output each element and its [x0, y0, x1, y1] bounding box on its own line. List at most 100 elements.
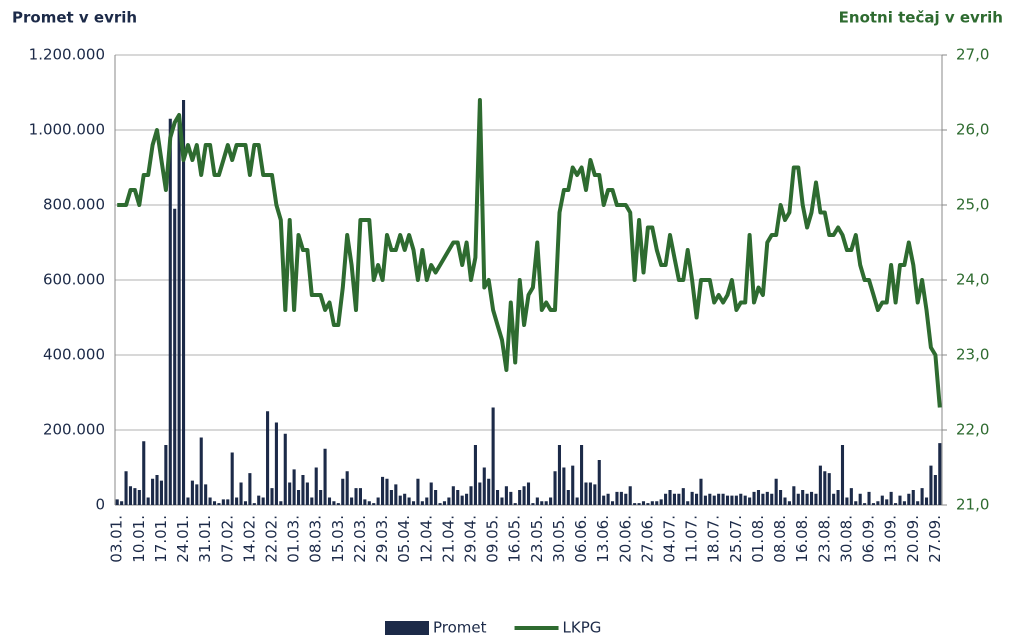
bar [159, 480, 163, 505]
bar [327, 497, 332, 505]
bar [615, 491, 619, 505]
y-tick-label: 800.000 [43, 196, 105, 214]
y2-axis-title: Enotni tečaj v evrih [839, 9, 1003, 27]
bar [721, 493, 725, 505]
bar [270, 488, 274, 505]
bar [783, 497, 787, 505]
bar [425, 497, 429, 505]
bar [840, 445, 845, 505]
x-tick-label: 01.08. [749, 515, 767, 563]
bar [836, 490, 840, 505]
bar [420, 501, 424, 505]
bar [885, 499, 889, 505]
y2-tick-label: 23,0 [956, 346, 989, 364]
bar [823, 471, 827, 505]
x-tick-label: 22.02. [262, 515, 280, 563]
bar [208, 497, 212, 505]
x-tick-label: 06.09. [860, 515, 878, 563]
y-tick-label: 200.000 [43, 421, 105, 439]
bar [133, 488, 137, 505]
bar [434, 490, 438, 505]
bar [155, 475, 159, 505]
bar [916, 501, 920, 505]
x-tick-label: 06.06. [572, 515, 590, 563]
bar [212, 501, 217, 505]
bar [845, 497, 849, 505]
bar [690, 491, 694, 505]
bar [319, 490, 323, 505]
bar [407, 497, 411, 505]
bar [801, 490, 805, 505]
bar [323, 448, 327, 505]
x-tick-label: 13.06. [594, 515, 612, 563]
bar [381, 476, 385, 505]
bar [190, 480, 194, 505]
x-tick-label: 09.05. [484, 515, 502, 563]
bar [221, 499, 225, 505]
x-tick-label: 16.05. [506, 515, 524, 563]
x-tick-label: 30.08. [837, 515, 855, 563]
y-axis-title: Promet v evrih [12, 9, 137, 27]
x-tick-label: 27.06. [638, 515, 656, 563]
bar [588, 482, 592, 505]
bar [924, 497, 929, 505]
y2-tick-label: 21,0 [956, 496, 989, 514]
bar [248, 473, 252, 505]
bar [787, 501, 791, 505]
bar [549, 497, 553, 505]
bar [580, 445, 584, 505]
bar [619, 491, 623, 505]
bar [182, 100, 186, 505]
bar [854, 501, 858, 505]
bar [871, 503, 875, 505]
line [117, 98, 942, 408]
x-tick-label: 07.02. [218, 515, 236, 563]
x-tick-label: 13.09. [882, 515, 900, 563]
bar [142, 441, 146, 505]
bar [403, 493, 407, 505]
bar [173, 208, 177, 505]
x-tick-label: 15.03. [329, 515, 347, 563]
bar [743, 495, 747, 505]
bar [332, 501, 336, 505]
bar [540, 501, 544, 505]
bar [204, 484, 208, 505]
bar [531, 503, 535, 505]
bar [849, 488, 853, 505]
bar [257, 495, 261, 505]
bar [389, 490, 393, 505]
x-tick-label: 16.08. [793, 515, 811, 563]
bar [235, 497, 239, 505]
x-tick-label: 23.08. [815, 515, 833, 563]
bar [876, 501, 880, 505]
bar [526, 482, 531, 505]
bar [469, 486, 473, 505]
bar [217, 503, 221, 505]
bar [376, 497, 380, 505]
bar [252, 503, 256, 505]
bar [341, 478, 345, 505]
y2-tick-label: 26,0 [956, 121, 989, 139]
bar [451, 486, 455, 505]
bar [465, 493, 469, 505]
x-tick-label: 05.04. [395, 515, 413, 563]
bar [239, 482, 243, 505]
bar [929, 465, 933, 505]
bar [681, 488, 685, 505]
bar [597, 460, 601, 505]
bar [261, 497, 265, 505]
x-tick-label: 29.03. [373, 515, 391, 563]
bar [761, 493, 765, 505]
legend-swatch [385, 621, 429, 635]
bar [920, 488, 924, 505]
bar [363, 499, 367, 505]
bar [911, 490, 915, 505]
bar [902, 501, 906, 505]
bar [177, 118, 181, 505]
bar [575, 497, 579, 505]
bar [889, 491, 893, 505]
x-tick-label: 03.01. [108, 515, 126, 563]
bar [301, 475, 305, 505]
bar [296, 490, 301, 505]
